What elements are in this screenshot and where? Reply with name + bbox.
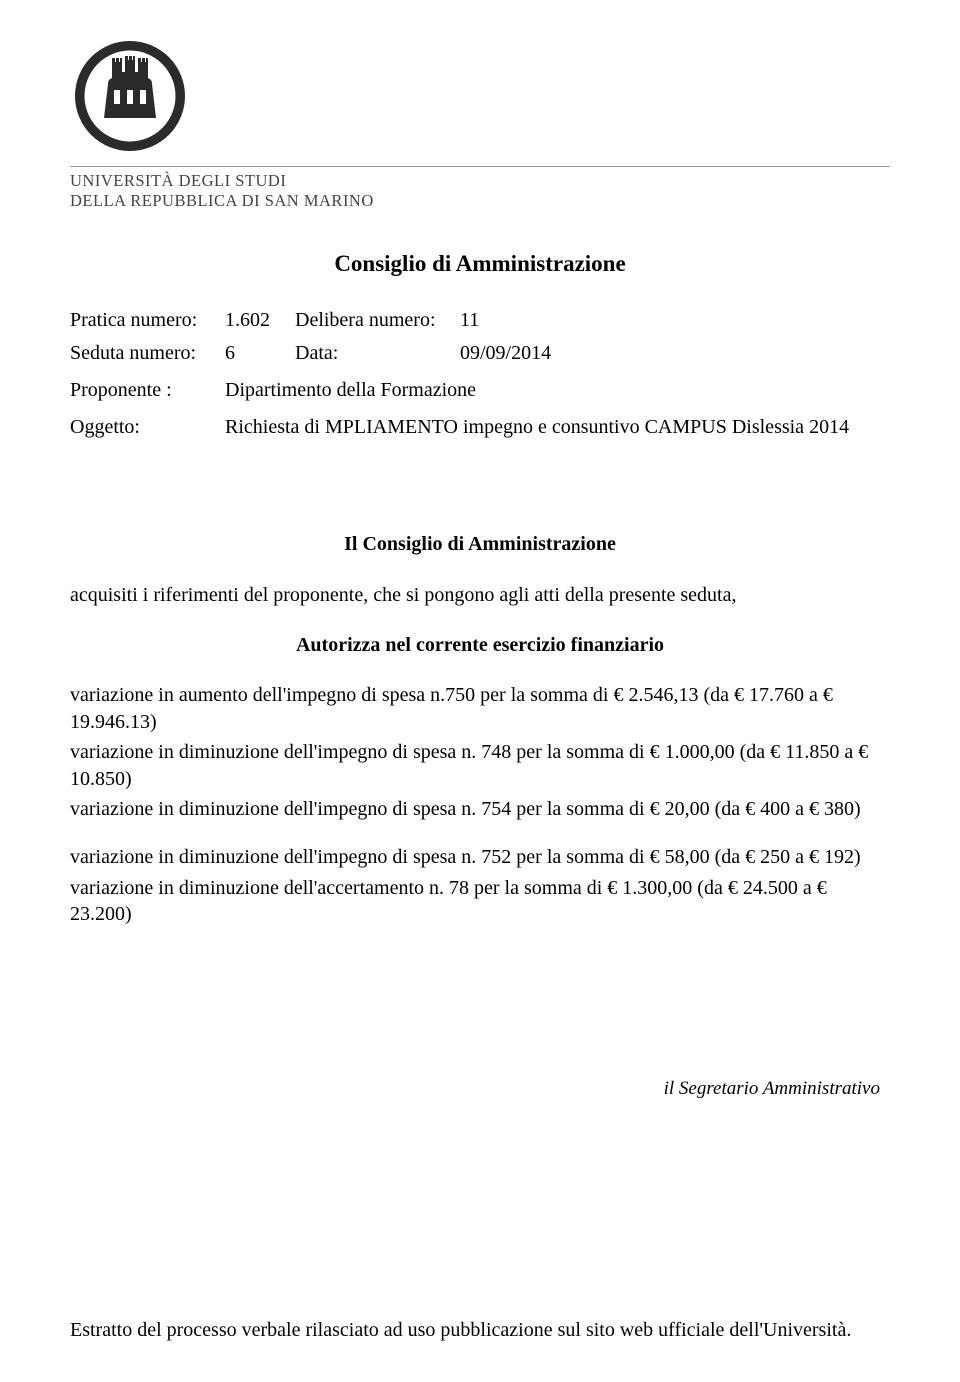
delibera-label: Delibera numero: <box>295 305 460 336</box>
body-p4: variazione in diminuzione dell'impegno d… <box>70 844 890 870</box>
body-text: acquisiti i riferimenti del proponente, … <box>70 582 890 928</box>
meta-row-proponente: Proponente : Dipartimento della Formazio… <box>70 375 890 406</box>
document-title: Consiglio di Amministrazione <box>70 251 890 277</box>
meta-row-seduta: Seduta numero: 6 Data: 09/09/2014 <box>70 338 890 369</box>
data-value: 09/09/2014 <box>460 338 551 369</box>
acquisiti-line: acquisiti i riferimenti del proponente, … <box>70 582 890 608</box>
pratica-label: Pratica numero: <box>70 305 225 336</box>
subheading-autorizza: Autorizza nel corrente esercizio finanzi… <box>70 632 890 658</box>
seduta-value: 6 <box>225 338 295 369</box>
header <box>70 40 890 160</box>
body-p3: variazione in diminuzione dell'impegno d… <box>70 796 890 822</box>
delibera-value: 11 <box>460 305 479 336</box>
meta-row-pratica: Pratica numero: 1.602 Delibera numero: 1… <box>70 305 890 336</box>
seduta-label: Seduta numero: <box>70 338 225 369</box>
meta-row-oggetto: Oggetto: Richiesta di MPLIAMENTO impegno… <box>70 412 890 443</box>
proponente-value: Dipartimento della Formazione <box>225 375 476 406</box>
university-seal-icon <box>70 40 190 160</box>
signature-line: il Segretario Amministrativo <box>70 1078 890 1100</box>
institution-line1: UNIVERSITÀ DEGLI STUDI <box>70 171 890 191</box>
institution-name: UNIVERSITÀ DEGLI STUDI DELLA REPUBBLICA … <box>70 171 890 211</box>
pratica-value: 1.602 <box>225 305 295 336</box>
footer-text: Estratto del processo verbale rilasciato… <box>70 1319 890 1342</box>
subheading-consiglio: Il Consiglio di Amministrazione <box>70 533 890 556</box>
institution-line2: DELLA REPUBBLICA DI SAN MARINO <box>70 191 890 211</box>
body-p5: variazione in diminuzione dell'accertame… <box>70 875 890 928</box>
header-divider <box>70 166 890 167</box>
oggetto-value: Richiesta di MPLIAMENTO impegno e consun… <box>225 412 890 443</box>
page-container: UNIVERSITÀ DEGLI STUDI DELLA REPUBBLICA … <box>0 0 960 1100</box>
proponente-label: Proponente : <box>70 375 225 406</box>
oggetto-label: Oggetto: <box>70 412 225 443</box>
body-p2: variazione in diminuzione dell'impegno d… <box>70 739 890 792</box>
data-label: Data: <box>295 338 460 369</box>
body-p1: variazione in aumento dell'impegno di sp… <box>70 682 890 735</box>
meta-table: Pratica numero: 1.602 Delibera numero: 1… <box>70 305 890 443</box>
